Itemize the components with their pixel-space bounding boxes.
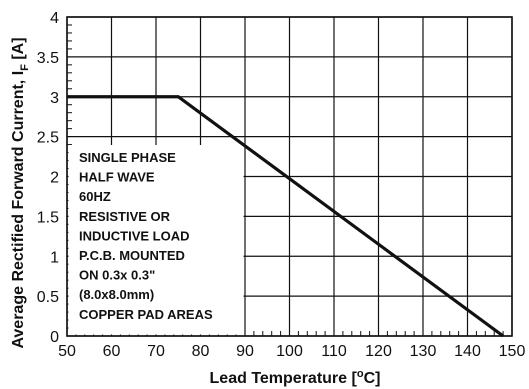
- y-tick-label: 0.5: [37, 289, 59, 306]
- annotation-line: ON 0.3x 0.3": [79, 268, 155, 283]
- x-tick-label: 140: [454, 343, 481, 360]
- y-tick-label: 4: [50, 10, 59, 27]
- y-tick-label: 1: [50, 249, 59, 266]
- y-axis-title: Average Rectified Forward Current, IF [A…: [10, 37, 31, 348]
- conditions-annotation: SINGLE PHASE HALF WAVE 60HZ RESISTIVE OR IND…: [68, 145, 244, 335]
- y-tick-labels: 0 0.5 1 1.5 2 2.5 3 3.5 4: [37, 10, 59, 346]
- x-tick-label: 130: [410, 343, 437, 360]
- annotation-line: HALF WAVE: [79, 170, 155, 185]
- y-tick-label: 1.5: [37, 209, 59, 226]
- annotation-line: (8.0x8.0mm): [79, 287, 154, 302]
- y-tick-label: 3.5: [37, 50, 59, 67]
- x-tick-labels: 50 60 70 80 90 100 110 120 130 140 150: [58, 343, 525, 360]
- x-tick-label: 80: [192, 343, 210, 360]
- y-tick-label: 2: [50, 170, 59, 187]
- annotation-line: SINGLE PHASE: [79, 150, 176, 165]
- annotation-line: COPPER PAD AREAS: [79, 307, 213, 322]
- plot-frame: [66, 16, 513, 337]
- annotation-line: INDUCTIVE LOAD: [79, 228, 190, 243]
- y-tick-label: 3: [50, 90, 59, 107]
- annotation-line: 60HZ: [79, 189, 111, 204]
- x-tick-label: 60: [103, 343, 121, 360]
- annotation-line: RESISTIVE OR: [79, 209, 171, 224]
- x-tick-label: 70: [147, 343, 165, 360]
- x-tick-label: 90: [236, 343, 254, 360]
- x-tick-label: 50: [58, 343, 76, 360]
- derating-curve: [67, 95, 505, 338]
- x-tick-label: 110: [321, 343, 347, 360]
- y-tick-label: 0: [50, 329, 59, 346]
- x-tick-label: 150: [499, 343, 526, 360]
- x-tick-label: 100: [276, 343, 303, 360]
- annotation-line: P.C.B. MOUNTED: [79, 248, 185, 263]
- x-tick-label: 120: [365, 343, 392, 360]
- x-axis-title: Lead Temperature [oC]: [210, 368, 381, 387]
- annotation-background: [68, 145, 244, 335]
- y-tick-label: 2.5: [37, 130, 59, 147]
